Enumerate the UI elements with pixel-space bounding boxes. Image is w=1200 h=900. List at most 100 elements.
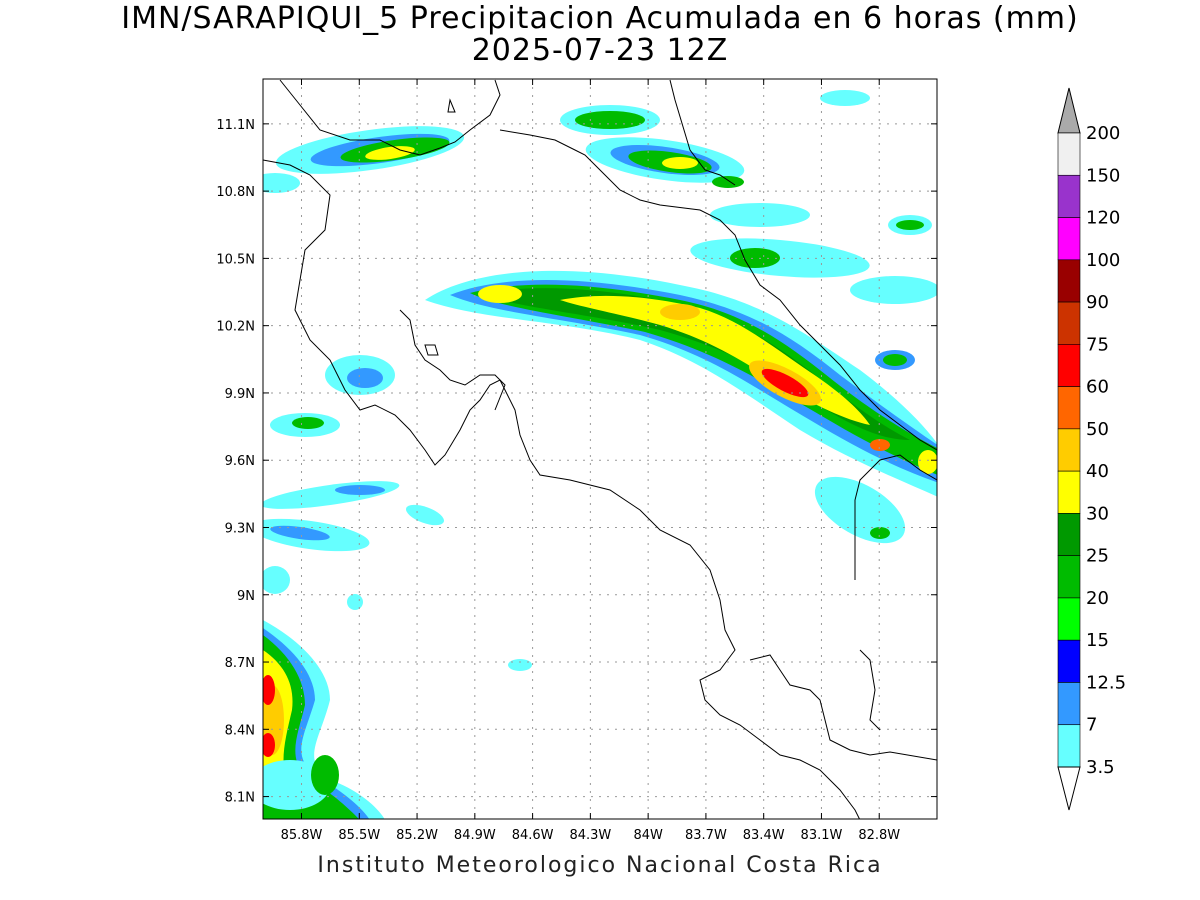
gulf-island-outline (424, 344, 439, 356)
colorbar-label: 150 (1086, 165, 1120, 186)
precip-contour (263, 733, 275, 757)
precip-contour (730, 248, 780, 268)
colorbar-label: 50 (1086, 419, 1109, 440)
precip-contour (870, 439, 890, 451)
lat-tick-label: 9.3N (225, 521, 255, 536)
colorbar-label: 120 (1086, 208, 1120, 229)
colorbar-swatch (1057, 597, 1081, 641)
precip-contour (270, 525, 330, 541)
lat-tick-label: 8.7N (225, 656, 255, 671)
colorbar-swatch (1057, 174, 1081, 218)
colorbar-label: 20 (1086, 588, 1109, 609)
precip-contour (870, 527, 890, 539)
lon-tick-label: 84W (633, 828, 663, 843)
graticule (263, 79, 937, 819)
precip-contour (761, 368, 809, 398)
colorbar-label: 12.5 (1086, 672, 1126, 693)
colorbar-label: 60 (1086, 377, 1109, 398)
map-frame (262, 78, 938, 820)
lat-tick-label: 10.5N (216, 252, 255, 267)
colorbar-label: 7 (1086, 715, 1097, 736)
footer-credit: Instituto Meteorologico Nacional Costa R… (317, 853, 883, 878)
lat-tick-label: 9N (237, 589, 255, 604)
colorbar-label: 75 (1086, 334, 1109, 355)
lon-tick-label: 84.9W (454, 828, 496, 843)
precip-contour (335, 485, 385, 495)
precip-contour (712, 176, 744, 188)
colorbar-swatch (1057, 259, 1081, 303)
lat-tick-label: 8.4N (225, 723, 255, 738)
precip-contour (710, 203, 810, 227)
lon-tick-label: 85.8W (281, 828, 323, 843)
precip-contour (347, 368, 383, 388)
precip-contour (311, 755, 339, 795)
colorbar-swatch (1057, 724, 1081, 768)
osa-peninsula-shore (749, 654, 937, 761)
lat-tick-label: 9.9N (225, 387, 255, 402)
colorbar-swatch (1057, 555, 1081, 599)
colorbar-label: 40 (1086, 461, 1109, 482)
precip-contour (814, 476, 906, 544)
costa-rica-border-north (499, 129, 937, 451)
colorbar-under-arrow (1057, 766, 1081, 811)
colorbar-swatch (1057, 470, 1081, 514)
panama-border (854, 454, 937, 580)
colorbar-over-arrow (1057, 87, 1081, 134)
precip-contour (263, 481, 400, 509)
lat-tick-label: 10.2N (216, 320, 255, 335)
colorbar: 200 150 120 100 90 75 60 50 40 30 25 20 15 12.5 7 3.5 (1057, 87, 1126, 811)
precip-contour (918, 450, 937, 474)
colorbar-swatch (1057, 639, 1081, 683)
colorbar-swatch (1057, 682, 1081, 726)
colorbar-swatch (1057, 513, 1081, 556)
precip-contour (896, 220, 924, 230)
lon-tick-label: 84.6W (512, 828, 554, 843)
colorbar-swatch (1057, 301, 1081, 345)
lon-tick-label: 84.3W (569, 828, 611, 843)
colorbar-label: 30 (1086, 503, 1109, 524)
axis-ticks (263, 79, 937, 819)
precip-contour (850, 276, 937, 304)
precip-contour (406, 504, 444, 526)
precip-contour (263, 173, 300, 193)
precip-contour (883, 354, 907, 366)
caribbean-coastline (669, 79, 736, 186)
colorbar-swatch (1057, 386, 1081, 430)
precip-contour (347, 594, 363, 610)
map-datetime: 2025-07-23 12Z (471, 33, 729, 68)
latitude-labels: 11.1N 10.8N 10.5N 10.2N 9.9N 9.6N 9.3N 9N 8.7N 8.… (216, 118, 255, 806)
colorbar-label: 25 (1086, 546, 1109, 567)
coastline (263, 79, 937, 819)
lat-tick-label: 9.6N (225, 454, 255, 469)
precip-contour (662, 157, 698, 169)
nicoya-peninsula-shore (399, 309, 506, 411)
precip-contour (508, 659, 532, 671)
precip-contour (478, 285, 522, 303)
colorbar-swatch (1057, 344, 1081, 387)
golfito-shore (859, 649, 881, 731)
lon-tick-label: 85.5W (338, 828, 380, 843)
lon-tick-label: 83.4W (743, 828, 785, 843)
island-outline (447, 98, 456, 113)
precip-contour (660, 304, 700, 320)
lat-tick-label: 8.1N (225, 791, 255, 806)
colorbar-label: 90 (1086, 292, 1109, 313)
precip-contour (820, 90, 870, 106)
lon-tick-label: 85.2W (396, 828, 438, 843)
lake-nicaragua-shore (263, 159, 861, 819)
colorbar-swatch (1057, 428, 1081, 472)
colorbar-label: 100 (1086, 250, 1120, 271)
lon-tick-label: 83.7W (685, 828, 727, 843)
nicaragua-coastline (279, 79, 501, 156)
precip-contour (560, 295, 870, 425)
lon-tick-label: 83.1W (801, 828, 843, 843)
precipitation-field (263, 90, 937, 819)
colorbar-swatch (1057, 217, 1081, 261)
precip-contour (575, 111, 645, 129)
map-title: IMN/SARAPIQUI_5 Precipitacion Acumulada … (121, 1, 1079, 36)
precip-contour (263, 675, 275, 705)
lat-tick-label: 10.8N (216, 185, 255, 200)
lat-tick-label: 11.1N (216, 118, 255, 133)
precip-contour (292, 417, 324, 429)
